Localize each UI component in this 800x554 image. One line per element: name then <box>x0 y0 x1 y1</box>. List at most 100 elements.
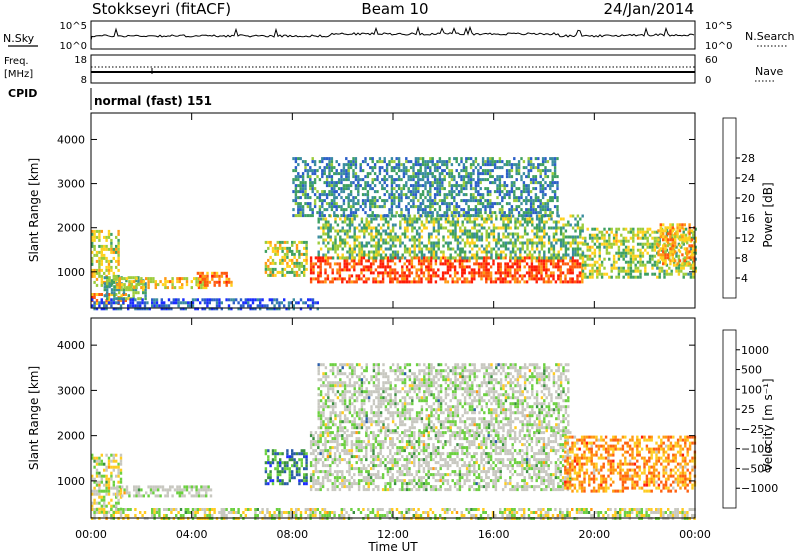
velocity-echo-cell <box>391 443 394 447</box>
power-echo-cell <box>363 235 366 239</box>
power-echo-cell <box>429 157 432 161</box>
velocity-echo-cell <box>345 461 349 465</box>
power-echo-cell <box>347 184 350 188</box>
velocity-echo-cell <box>389 443 392 447</box>
power-echo-cell <box>116 283 119 287</box>
power-echo-cell <box>335 169 338 173</box>
power-echo-cell <box>336 232 340 236</box>
power-echo-cell <box>103 256 106 260</box>
velocity-echo-cell <box>329 434 332 438</box>
power-echo-cell <box>439 223 443 227</box>
power-echo-cell <box>489 190 492 194</box>
power-echo-cell <box>443 169 446 173</box>
power-echo-cell <box>468 280 471 284</box>
velocity-echo-cell <box>326 476 330 480</box>
velocity-echo-cell <box>140 488 143 492</box>
power-echo-cell <box>644 263 647 267</box>
power-echo-cell <box>291 240 294 244</box>
velocity-echo-cell <box>103 468 106 472</box>
power-echo-cell <box>559 241 563 245</box>
velocity-echo-cell <box>305 455 308 459</box>
power-echo-cell <box>309 280 313 284</box>
power-echo-cell <box>477 271 481 275</box>
power-echo-cell <box>362 280 366 284</box>
power-echo-cell <box>529 205 533 209</box>
power-echo-cell <box>365 220 368 224</box>
power-echo-cell <box>567 241 570 245</box>
velocity-echo-cell <box>95 468 99 472</box>
power-echo-cell <box>486 172 490 176</box>
velocity-echo-cell <box>291 449 294 453</box>
power-echo-cell <box>394 253 397 257</box>
power-echo-cell <box>683 262 686 266</box>
power-echo-cell <box>553 169 557 173</box>
power-echo-cell <box>424 172 427 176</box>
velocity-echo-cell <box>326 464 330 468</box>
velocity-echo-cell <box>116 494 119 498</box>
power-echo-cell <box>665 269 669 273</box>
power-echo-cell <box>275 298 279 302</box>
power-echo-cell <box>408 220 412 224</box>
power-echo-cell <box>425 217 428 221</box>
power-echo-cell <box>290 301 293 305</box>
power-echo-cell <box>532 175 535 179</box>
power-echo-cell <box>617 266 621 270</box>
power-echo-cell <box>324 226 328 230</box>
velocity-echo-cell <box>314 431 318 435</box>
velocity-echo-cell <box>319 431 322 435</box>
power-echo-cell <box>353 244 356 248</box>
power-echo-cell <box>443 202 446 206</box>
power-echo-cell <box>470 280 474 284</box>
velocity-echo-cell <box>154 494 157 498</box>
power-echo-cell <box>550 256 553 260</box>
power-echo-cell <box>598 254 601 258</box>
power-echo-cell <box>413 235 416 239</box>
power-echo-cell <box>189 304 192 308</box>
power-echo-cell <box>412 169 415 173</box>
velocity-echo-cell <box>119 459 123 463</box>
nsky-trace <box>90 25 695 49</box>
power-echo-cell <box>420 250 424 254</box>
power-echo-cell <box>297 190 300 194</box>
power-echo-cell <box>437 220 440 224</box>
power-echo-cell <box>510 187 514 191</box>
velocity-echo-cell <box>100 507 103 511</box>
velocity-echo-cell <box>345 437 349 441</box>
power-echo-cell <box>472 196 475 200</box>
power-echo-cell <box>639 230 642 234</box>
power-echo-cell <box>292 199 295 203</box>
power-echo-cell <box>455 202 458 206</box>
power-echo-cell <box>509 226 512 230</box>
power-echo-cell <box>411 235 414 239</box>
power-echo-cell <box>412 205 415 209</box>
power-echo-cell <box>569 235 572 239</box>
power-echo-cell <box>381 178 384 182</box>
power-echo-cell <box>304 184 307 188</box>
power-echo-cell <box>369 214 372 218</box>
power-echo-cell <box>529 181 533 185</box>
power-echo-cell <box>473 235 476 239</box>
power-echo-cell <box>678 235 682 239</box>
power-echo-cell <box>403 250 407 254</box>
power-echo-cell <box>467 172 470 176</box>
power-echo-cell <box>294 190 298 194</box>
power-echo-cell <box>629 260 633 264</box>
power-echo-cell <box>457 214 461 218</box>
velocity-echo-cell <box>357 473 361 477</box>
power-echo-cell <box>350 265 354 269</box>
power-echo-cell <box>551 181 554 185</box>
power-echo-cell <box>347 199 350 203</box>
power-echo-cell <box>306 163 310 167</box>
power-echo-cell <box>529 196 533 200</box>
power-echo-cell <box>534 211 538 215</box>
power-echo-cell <box>132 291 135 295</box>
power-echo-cell <box>408 250 412 254</box>
power-echo-cell <box>634 233 637 237</box>
power-echo-cell <box>288 258 291 262</box>
power-echo-cell <box>516 232 520 236</box>
power-echo-cell <box>463 217 467 221</box>
velocity-echo-cell <box>293 458 296 462</box>
power-echo-cell <box>454 232 457 236</box>
power-echo-cell <box>634 269 637 273</box>
power-echo-cell <box>306 196 310 200</box>
